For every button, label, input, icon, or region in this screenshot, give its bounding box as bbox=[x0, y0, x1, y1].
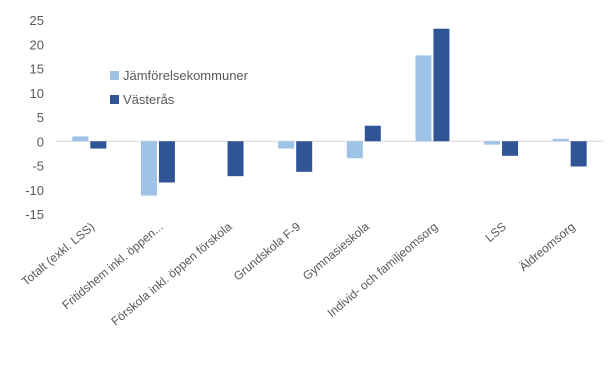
x-category-label: Gymnasieskola bbox=[300, 219, 372, 283]
y-tick-label: 0 bbox=[37, 134, 44, 149]
x-category-label: Förskola inkl. öppen förskola bbox=[108, 219, 234, 328]
bar-vasteras-7 bbox=[570, 141, 587, 167]
x-category-label: Äldreomsorg bbox=[517, 220, 578, 274]
y-tick-label: 10 bbox=[30, 86, 44, 101]
bar-vasteras-6 bbox=[502, 141, 519, 156]
x-category-label: LSS bbox=[483, 220, 509, 245]
bar-series-group bbox=[72, 28, 587, 196]
bar-vasteras-3 bbox=[296, 141, 313, 172]
x-category-label: Individ- och familjeomsorg bbox=[325, 220, 441, 320]
legend-swatch-vasteras bbox=[110, 95, 119, 104]
bar-jamforelsekommuner-1 bbox=[140, 141, 157, 196]
y-tick-label: -15 bbox=[25, 207, 44, 222]
legend: Jämförelsekommuner Västerås bbox=[110, 68, 249, 107]
bar-jamforelsekommuner-0 bbox=[72, 136, 89, 142]
bar-vasteras-4 bbox=[364, 125, 381, 142]
x-axis-labels: Totalt (exkl. LSS)Fritidshem inkl. öppen… bbox=[19, 219, 578, 328]
legend-label-jamforelsekommuner: Jämförelsekommuner bbox=[123, 68, 249, 83]
bar-jamforelsekommuner-5 bbox=[415, 55, 432, 142]
y-axis: 25 20 15 10 5 0 -5 -10 -15 bbox=[25, 13, 44, 222]
bar-jamforelsekommuner-3 bbox=[278, 141, 295, 149]
y-tick-label: 25 bbox=[30, 13, 44, 28]
bar-jamforelsekommuner-6 bbox=[484, 141, 501, 145]
y-tick-label: -10 bbox=[25, 183, 44, 198]
y-tick-label: 20 bbox=[30, 37, 44, 52]
y-tick-label: 5 bbox=[37, 110, 44, 125]
bar-vasteras-0 bbox=[90, 141, 107, 149]
bar-vasteras-5 bbox=[433, 28, 450, 142]
bar-vasteras-2 bbox=[227, 141, 244, 177]
bar-vasteras-1 bbox=[158, 141, 175, 183]
bar-jamforelsekommuner-4 bbox=[346, 141, 363, 159]
legend-swatch-jamforelsekommuner bbox=[110, 71, 119, 80]
y-tick-label: -5 bbox=[32, 159, 44, 174]
legend-label-vasteras: Västerås bbox=[123, 92, 175, 107]
y-tick-label: 15 bbox=[30, 62, 44, 77]
bar-jamforelsekommuner-7 bbox=[552, 138, 569, 142]
x-category-label: Grundskola F-9 bbox=[231, 219, 304, 283]
